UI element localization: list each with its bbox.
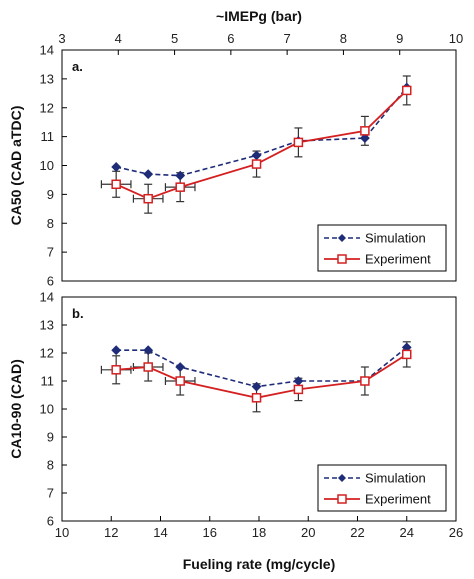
experiment-point [143, 362, 153, 372]
y-tick-label: 11 [41, 129, 55, 144]
top-x-tick-label: 9 [396, 31, 403, 46]
experiment-point [402, 85, 412, 96]
x-tick-label: 18 [252, 525, 266, 540]
experiment-point [111, 179, 121, 190]
legend-experiment-label: Experiment [365, 252, 431, 267]
experiment-point [402, 349, 412, 360]
x-tick-label: 14 [153, 525, 167, 540]
y-tick-label: 13 [40, 318, 54, 333]
top-x-tick-label: 10 [449, 31, 463, 46]
simulation-point [251, 150, 262, 161]
legend-experiment-label: Experiment [365, 492, 431, 507]
top-x-tick-label: 4 [115, 31, 122, 46]
experiment-point [175, 182, 185, 192]
y-tick-label: 12 [40, 100, 54, 115]
x-axis-title: Fueling rate (mg/cycle) [183, 556, 335, 572]
experiment-point [360, 126, 370, 136]
experiment-point [175, 376, 185, 386]
y-tick-label: 14 [40, 290, 54, 305]
experiment-point [293, 137, 304, 148]
simulation-point [143, 169, 154, 180]
legend-experiment-marker [337, 254, 347, 264]
top-x-tick-label: 6 [227, 31, 234, 46]
legend-simulation-marker [338, 474, 346, 482]
experiment-point [360, 376, 370, 386]
y-tick-label: 10 [40, 402, 54, 417]
y-tick-label: 8 [47, 458, 54, 473]
panel-label: b. [72, 306, 84, 321]
y-tick-label: 8 [47, 216, 54, 231]
top-x-tick-label: 8 [340, 31, 347, 46]
x-tick-label: 10 [55, 525, 69, 540]
y-tick-label: 11 [41, 374, 55, 389]
y-tick-label: 7 [47, 486, 54, 501]
legend-simulation-label: Simulation [365, 471, 426, 486]
y-tick-label: 14 [40, 43, 54, 58]
experiment-series-line [115, 89, 408, 200]
legend-simulation-label: Simulation [365, 231, 426, 246]
y-tick-label: 6 [47, 274, 54, 289]
y-tick-label: 12 [40, 346, 54, 361]
y-tick-label: 13 [40, 71, 54, 86]
experiment-series-line [116, 353, 408, 399]
x-tick-label: 12 [104, 525, 118, 540]
y-axis-title: CA10-90 (CAD) [8, 359, 24, 459]
experiment-point [143, 193, 153, 204]
top-x-tick-label: 3 [58, 31, 65, 46]
legend-experiment-marker [337, 494, 347, 504]
y-axis-title: CA50 (CAD aTDC) [8, 106, 24, 226]
panel-b-chart: 6 7 8 9 10 11 12 13 14 10 12 14 16 18 20 22 24 26 CA10-90 … [8, 290, 463, 573]
x-tick-label: 22 [350, 525, 364, 540]
top-x-axis-title: ~IMEPg (bar) [216, 8, 302, 24]
simulation-point [175, 170, 186, 181]
y-tick-label: 9 [47, 430, 54, 445]
legend-simulation-marker [338, 234, 346, 242]
experiment-point [293, 384, 304, 395]
panel-a-chart: 6 7 8 9 10 11 12 13 14 3 4 5 6 7 8 9 10 ~IMEPg (bar) CA50 … [8, 8, 463, 289]
x-tick-label: 26 [449, 525, 463, 540]
experiment-point [251, 159, 262, 169]
experiment-point [251, 393, 262, 403]
x-tick-label: 16 [203, 525, 217, 540]
y-tick-label: 7 [47, 245, 54, 260]
top-x-tick-label: 5 [171, 31, 178, 46]
simulation-point [143, 345, 154, 356]
x-tick-label: 20 [301, 525, 315, 540]
simulation-point [111, 162, 122, 172]
y-tick-label: 6 [47, 514, 54, 529]
panel-label: a. [72, 59, 83, 74]
experiment-point [111, 365, 121, 375]
simulation-point [251, 381, 262, 392]
y-tick-label: 10 [40, 158, 54, 173]
simulation-point [175, 362, 186, 372]
y-tick-label: 9 [47, 187, 54, 202]
x-tick-label: 24 [400, 525, 414, 540]
simulation-point [359, 133, 370, 143]
top-x-tick-label: 7 [284, 31, 291, 46]
simulation-point [111, 345, 122, 356]
